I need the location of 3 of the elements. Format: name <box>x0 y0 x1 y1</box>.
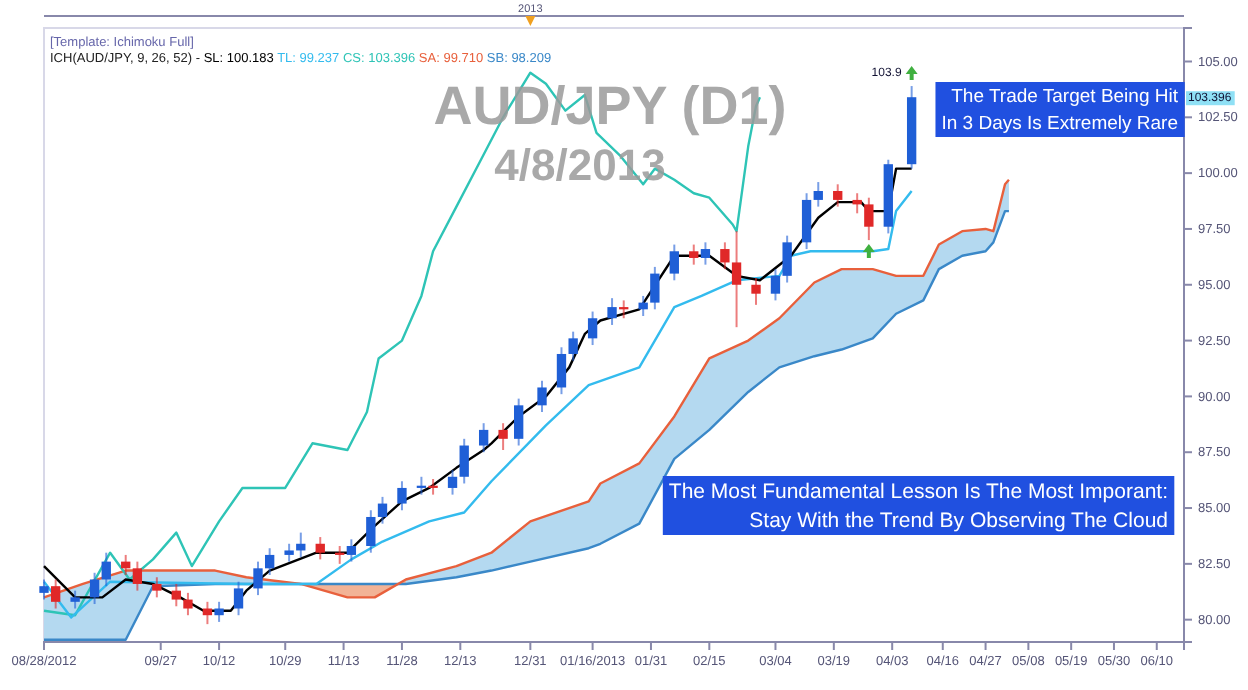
annotation: The Most Fundamental Lesson Is The Most Imporant: Stay With the Trend By Observing The Cloud <box>668 480 1169 533</box>
candlestick <box>428 478 438 496</box>
annotation: The Trade Target Being Hit In 3 Days Is Extremely Rare <box>941 86 1179 135</box>
